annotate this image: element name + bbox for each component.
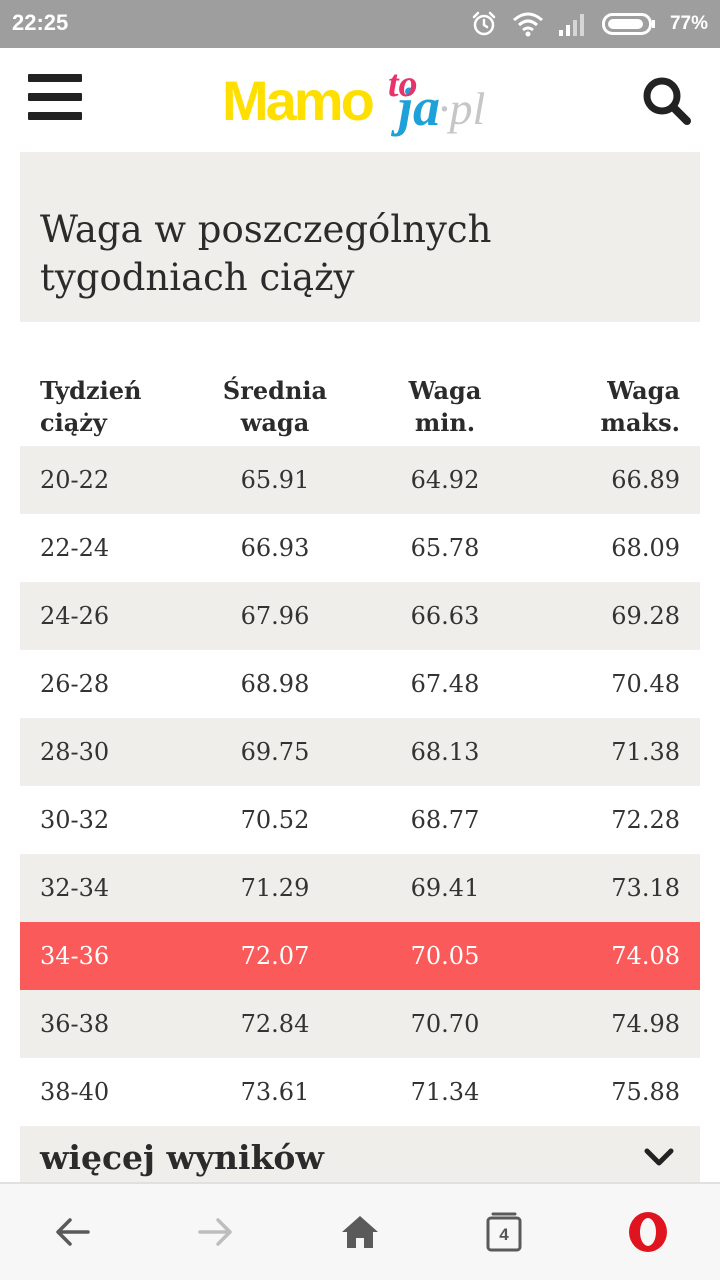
cell-max: 68.09 (611, 534, 680, 562)
cell-min: 69.41 (410, 874, 480, 902)
cell-min: 65.78 (410, 534, 480, 562)
logo-ja-text: ja (398, 77, 441, 137)
cell-min: 70.05 (410, 942, 480, 970)
header-max-weight: Waga maks. (600, 376, 680, 437)
cell-min: 64.92 (410, 466, 480, 494)
search-icon[interactable] (640, 74, 694, 128)
cell-average: 70.52 (240, 806, 310, 834)
cell-average: 65.91 (240, 466, 310, 494)
table-row: 38-40 73.61 71.34 75.88 (20, 1058, 700, 1126)
signal-icon (558, 12, 588, 36)
cell-min: 71.34 (410, 1078, 480, 1106)
table-row: 22-24 66.93 65.78 68.09 (20, 514, 700, 582)
cell-max: 74.08 (611, 942, 680, 970)
cell-max: 74.98 (611, 1010, 680, 1038)
alarm-icon (470, 10, 498, 38)
battery-percent: 77% (669, 13, 708, 34)
chevron-down-icon (644, 1148, 674, 1172)
site-logo[interactable]: Mamo ·pl ja to (222, 62, 498, 140)
cell-max: 69.28 (611, 602, 680, 630)
wifi-icon (512, 11, 544, 37)
app-header: Mamo ·pl ja to (0, 48, 720, 152)
table-row: 36-38 72.84 70.70 74.98 (20, 990, 700, 1058)
cell-week: 22-24 (40, 534, 110, 562)
cell-average: 69.75 (240, 738, 310, 766)
cell-max: 75.88 (611, 1078, 680, 1106)
cell-week: 38-40 (40, 1078, 110, 1106)
cell-week: 34-36 (40, 942, 110, 970)
cell-min: 68.77 (410, 806, 480, 834)
cell-average: 66.93 (240, 534, 310, 562)
cell-min: 70.70 (410, 1010, 480, 1038)
cell-week: 26-28 (40, 670, 110, 698)
cell-week: 36-38 (40, 1010, 110, 1038)
browser-bottom-nav: 4 (0, 1182, 720, 1280)
cell-min: 67.48 (410, 670, 480, 698)
table-row: 28-30 69.75 68.13 71.38 (20, 718, 700, 786)
opera-menu-icon[interactable] (598, 1184, 698, 1280)
table-row: 30-32 70.52 68.77 72.28 (20, 786, 700, 854)
cell-max: 72.28 (611, 806, 680, 834)
cell-week: 30-32 (40, 806, 110, 834)
table-row-highlighted: 34-36 72.07 70.05 74.08 (20, 922, 700, 990)
cell-max: 70.48 (611, 670, 680, 698)
section-header-box: Waga w poszczególnych tygodniach ciąży (20, 152, 700, 322)
cell-max: 73.18 (611, 874, 680, 902)
table-row: 20-22 65.91 64.92 66.89 (20, 446, 700, 514)
tabs-icon[interactable]: 4 (454, 1184, 554, 1280)
cell-average: 73.61 (240, 1078, 310, 1106)
cell-week: 20-22 (40, 466, 110, 494)
cell-week: 28-30 (40, 738, 110, 766)
logo-to-text: to (388, 63, 418, 105)
table-row: 26-28 68.98 67.48 70.48 (20, 650, 700, 718)
status-time: 22:25 (12, 10, 69, 35)
home-icon[interactable] (310, 1184, 410, 1280)
hamburger-menu-icon[interactable] (28, 74, 82, 120)
weight-table: Tydzień ciąży Średnia waga Waga min. Wag… (20, 368, 700, 1126)
cell-average: 67.96 (240, 602, 310, 630)
back-icon[interactable] (22, 1184, 122, 1280)
table-row: 24-26 67.96 66.63 69.28 (20, 582, 700, 650)
cell-week: 24-26 (40, 602, 110, 630)
section-title: Waga w poszczególnych tygodniach ciąży (40, 208, 492, 299)
cell-week: 32-34 (40, 874, 110, 902)
logo-main-text: Mamo (222, 69, 375, 132)
header-min-weight: Waga min. (408, 376, 482, 437)
article-content: Waga w poszczególnych tygodniach ciąży T… (0, 152, 720, 1182)
cell-average: 72.84 (240, 1010, 310, 1038)
cell-max: 71.38 (611, 738, 680, 766)
tab-count: 4 (499, 1225, 509, 1244)
table-row: 32-34 71.29 69.41 73.18 (20, 854, 700, 922)
cell-average: 71.29 (240, 874, 310, 902)
status-icons: 77% (470, 8, 708, 40)
logo-pl-text: ·pl (438, 83, 486, 134)
battery-icon (601, 12, 656, 36)
cell-average: 72.07 (240, 942, 310, 970)
table-header-row: Tydzień ciąży Średnia waga Waga min. Wag… (20, 368, 700, 446)
more-results-button[interactable]: więcej wyników (20, 1126, 700, 1182)
forward-icon[interactable] (166, 1184, 266, 1280)
cell-min: 66.63 (410, 602, 480, 630)
status-bar: 22:25 (0, 0, 720, 48)
more-results-label: więcej wyników (40, 1138, 324, 1177)
header-average-weight: Średnia waga (222, 376, 328, 437)
cell-min: 68.13 (410, 738, 480, 766)
cell-average: 68.98 (240, 670, 310, 698)
cell-max: 66.89 (611, 466, 680, 494)
header-week: Tydzień ciąży (40, 376, 142, 437)
